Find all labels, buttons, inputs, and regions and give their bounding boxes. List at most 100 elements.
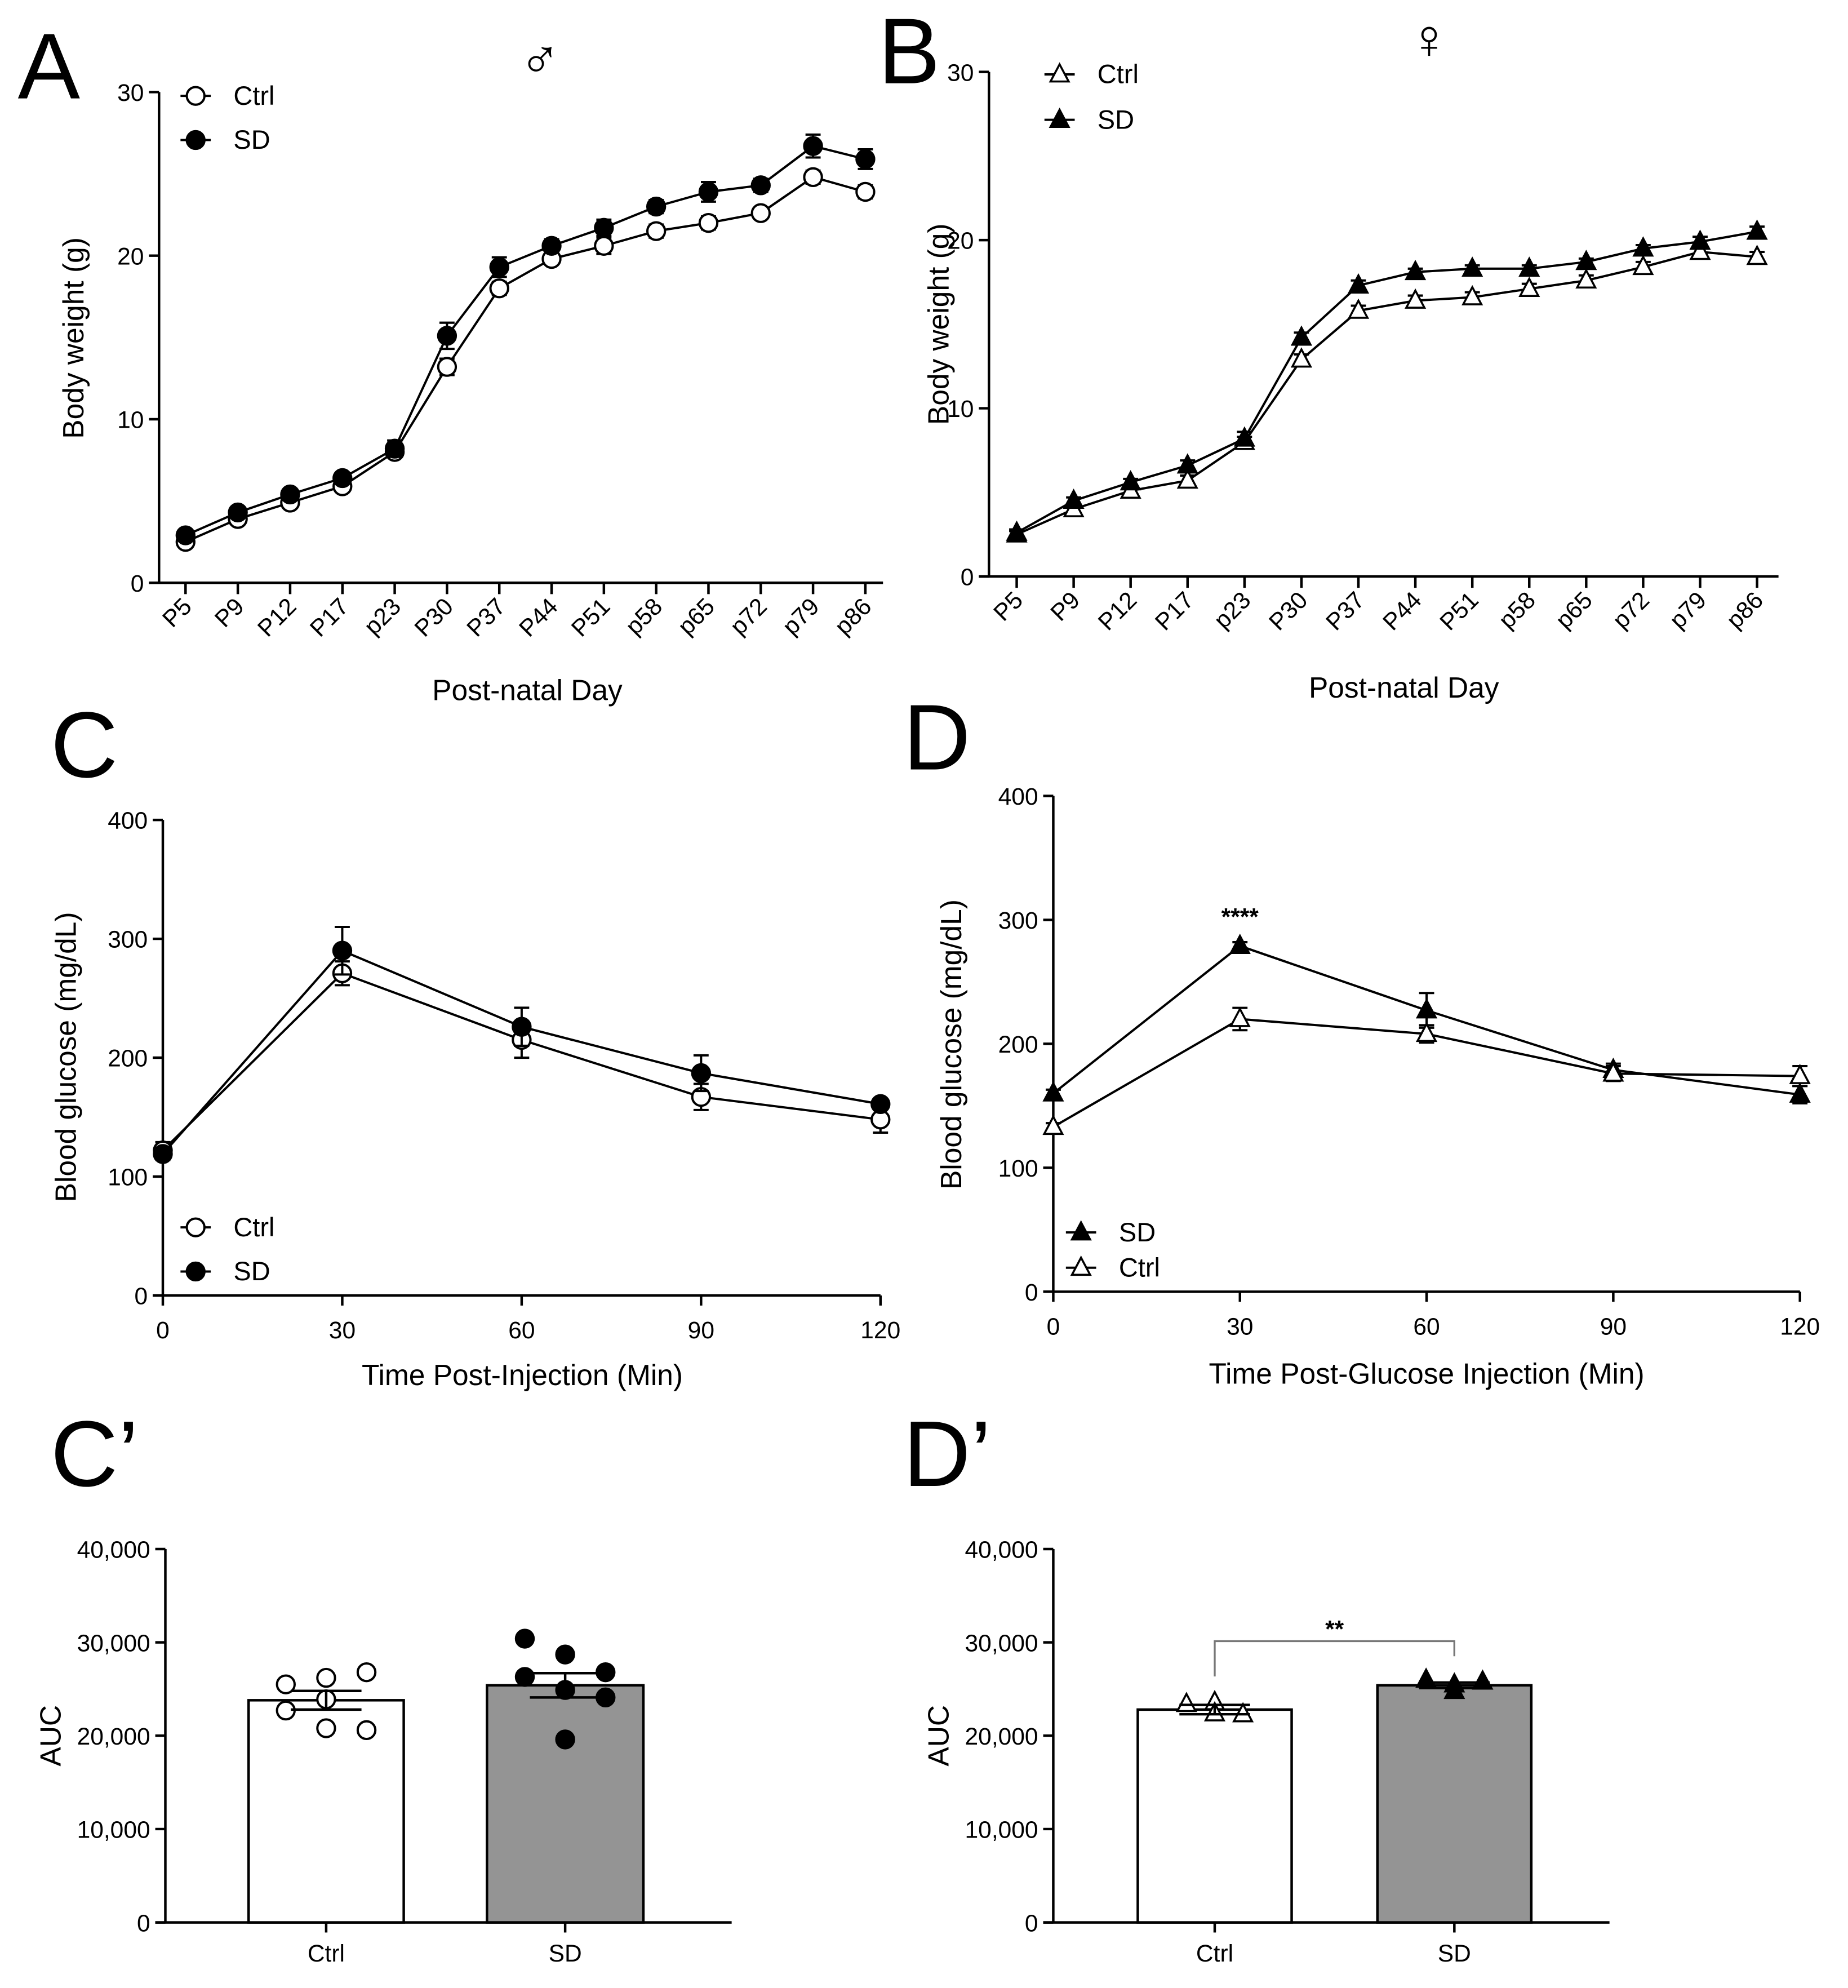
- x-tick-label: p65: [1551, 587, 1598, 634]
- data-point: [855, 149, 876, 170]
- data-point: [1789, 1063, 1811, 1084]
- y-tick-label: 10,000: [965, 1817, 1038, 1844]
- data-point: [750, 175, 771, 196]
- data-point: [280, 484, 300, 505]
- bar-SD: [486, 1684, 645, 1924]
- bar-SD: [1376, 1684, 1533, 1924]
- y-tick-label: 30: [117, 79, 144, 106]
- data-point: [1689, 229, 1711, 250]
- data-point: [1789, 1082, 1811, 1103]
- data-point: [175, 525, 196, 545]
- legend-marker: [185, 1261, 206, 1282]
- data-point: [332, 940, 353, 961]
- x-tick-label: P5: [988, 587, 1028, 627]
- data-point: [332, 468, 353, 489]
- x-tick-label: P12: [1093, 587, 1142, 636]
- data-point: [1347, 298, 1370, 319]
- data-point: [437, 357, 457, 377]
- data-point: [1120, 470, 1141, 491]
- panel-4: C’ 0 10,000 20,000 30,000 40,000 AUC Ctrl SD: [34, 1402, 732, 1967]
- x-axis-title: Time Post-Injection (Min): [362, 1359, 683, 1391]
- data-point: [1290, 325, 1313, 346]
- y-tick-label: 300: [998, 907, 1038, 934]
- x-tick-label: p72: [725, 593, 772, 640]
- x-tick-label: 0: [1047, 1313, 1060, 1340]
- x-tick-label: p23: [1209, 587, 1256, 634]
- legend-label: SD: [1098, 104, 1134, 134]
- data-point: [698, 212, 719, 233]
- data-point: [489, 257, 509, 277]
- legend-label: Ctrl: [1098, 59, 1139, 89]
- legend-marker: [1049, 107, 1070, 128]
- data-point: [1746, 245, 1768, 265]
- data-point: [594, 218, 614, 238]
- legend-label: SD: [233, 125, 270, 154]
- data-point: [1042, 1081, 1064, 1102]
- y-axis-title: AUC: [34, 1705, 67, 1767]
- y-tick-label: 400: [108, 807, 148, 835]
- data-point: [316, 1718, 336, 1738]
- y-tick-label: 100: [998, 1155, 1038, 1182]
- x-tick-label: P30: [409, 593, 458, 642]
- x-tick-label: P5: [157, 593, 197, 633]
- x-tick-label: p58: [620, 593, 668, 640]
- data-point: [555, 1729, 575, 1750]
- x-tick-label: P44: [1378, 587, 1427, 636]
- data-point: [1461, 285, 1483, 305]
- x-tick-label: p23: [359, 593, 406, 640]
- x-tick-label: P51: [566, 593, 615, 642]
- data-point: [541, 236, 562, 256]
- x-axis-title: Post-natal Day: [432, 673, 623, 706]
- data-point: [1632, 236, 1654, 257]
- y-tick-label: 20: [947, 228, 974, 255]
- legend-label: Ctrl: [1119, 1252, 1160, 1282]
- y-axis-title: Blood glucose (mg/dL): [50, 912, 82, 1202]
- x-tick-label: p79: [1664, 587, 1712, 634]
- data-point: [1405, 260, 1427, 281]
- x-tick-label: SD: [1438, 1940, 1471, 1967]
- data-point: [514, 1628, 535, 1649]
- x-tick-label: p79: [777, 593, 824, 640]
- data-point: [1176, 468, 1198, 489]
- x-tick-label: 0: [156, 1317, 170, 1344]
- y-tick-label: 100: [108, 1164, 148, 1191]
- y-tick-label: 10: [117, 407, 144, 434]
- data-point: [1472, 1669, 1494, 1690]
- x-tick-label: P9: [210, 593, 250, 633]
- series-SD: [1006, 219, 1768, 541]
- error-bar: [530, 1672, 601, 1699]
- panel-2: C 0 100 200 300 400 Blood glucose (mg/dL) 0 30 60…: [50, 693, 901, 1391]
- data-point: [1632, 255, 1654, 276]
- data-point: [803, 136, 823, 156]
- data-point: [1347, 273, 1370, 294]
- data-point: [803, 167, 823, 188]
- y-axis-title: Body weight (g): [57, 237, 90, 439]
- x-tick-label: p65: [673, 593, 720, 640]
- data-point: [1518, 256, 1540, 277]
- y-tick-label: 200: [998, 1031, 1038, 1058]
- x-tick-label: P17: [1150, 587, 1199, 636]
- y-tick-label: 30: [947, 59, 974, 86]
- data-point: [1415, 1022, 1438, 1042]
- sex-symbol: ♀: [1409, 8, 1450, 70]
- significance-label: ****: [1221, 903, 1259, 930]
- error-bar: [1419, 1681, 1490, 1690]
- series-SD: [175, 133, 876, 545]
- x-tick-label: p58: [1494, 587, 1541, 634]
- panel-letter: B: [878, 0, 940, 104]
- panel-letter: A: [18, 15, 81, 119]
- data-point: [1415, 1667, 1437, 1688]
- data-point: [1575, 268, 1597, 289]
- x-tick-label: P12: [252, 593, 301, 642]
- x-tick-label: Ctrl: [1196, 1940, 1233, 1967]
- data-point: [555, 1644, 575, 1665]
- data-point: [1415, 998, 1438, 1019]
- legend-marker: [1070, 1220, 1092, 1241]
- data-point: [1405, 288, 1427, 309]
- y-tick-label: 0: [131, 570, 144, 597]
- data-point: [691, 1063, 712, 1084]
- x-axis-title: Post-natal Day: [1309, 671, 1499, 704]
- x-tick-label: 120: [1780, 1313, 1820, 1340]
- legend-marker: [185, 130, 206, 150]
- error-bar: [1179, 1703, 1250, 1716]
